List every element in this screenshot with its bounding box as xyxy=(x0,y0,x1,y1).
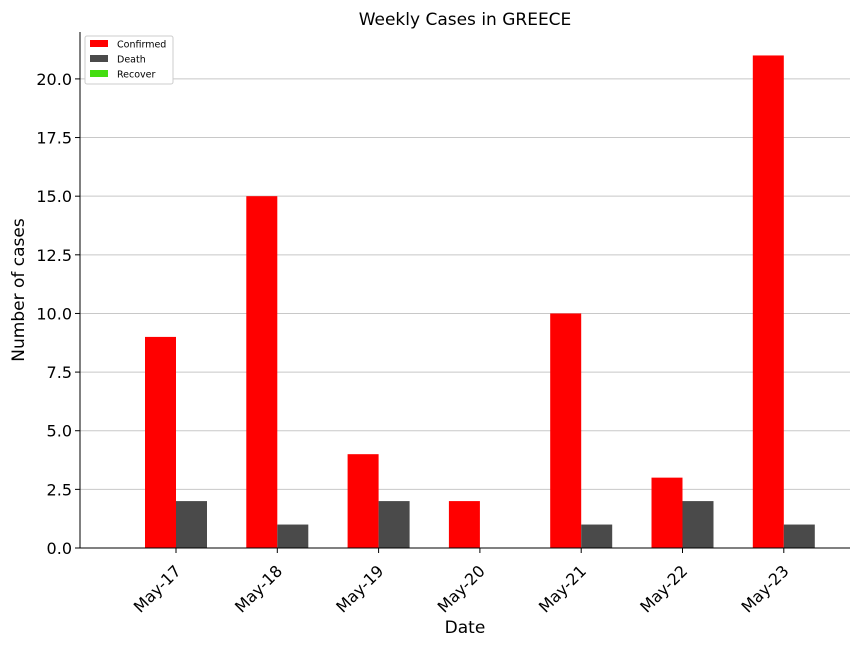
bar-confirmed-may-18 xyxy=(246,196,278,548)
y-axis-label: Number of cases xyxy=(9,218,29,362)
bar-confirmed-may-22 xyxy=(651,477,683,548)
x-tick-label: May-19 xyxy=(332,561,387,616)
legend-swatch-recover xyxy=(90,70,108,77)
legend-label-confirmed: Confirmed xyxy=(117,40,166,51)
y-tick-label: 0.0 xyxy=(47,539,72,558)
y-tick-label: 17.5 xyxy=(36,129,72,148)
y-tick-label: 12.5 xyxy=(36,246,72,265)
bar-confirmed-may-21 xyxy=(550,313,582,548)
y-tick-label: 10.0 xyxy=(36,304,72,323)
y-ticks: 0.0 2.5 5.0 7.5 10.0 12.5 15.0 17.5 20.0 xyxy=(36,70,80,558)
bars xyxy=(145,55,815,549)
bar-death-may-23 xyxy=(783,524,815,548)
bar-death-may-17 xyxy=(176,501,207,548)
grid-lines xyxy=(80,78,850,490)
x-tick-label: May-22 xyxy=(636,561,691,616)
bar-confirmed-may-19 xyxy=(347,454,379,548)
x-tick-label: May-18 xyxy=(231,561,286,616)
x-tick-label: May-23 xyxy=(738,561,793,616)
x-tick-label: May-21 xyxy=(535,561,590,616)
axes xyxy=(79,32,850,549)
bar-death-may-18 xyxy=(277,524,309,548)
bar-death-may-21 xyxy=(581,524,613,548)
x-tick-label: May-17 xyxy=(130,561,185,616)
legend-label-recover: Recover xyxy=(117,70,156,81)
legend-label-death: Death xyxy=(117,55,146,66)
y-tick-label: 20.0 xyxy=(36,70,72,89)
chart-title: Weekly Cases in GREECE xyxy=(359,10,572,30)
bar-confirmed-may-20 xyxy=(448,501,480,548)
y-tick-label: 15.0 xyxy=(36,187,72,206)
bar-death-may-19 xyxy=(378,501,410,548)
legend-swatch-death xyxy=(90,55,108,62)
legend: Confirmed Death Recover xyxy=(84,35,174,85)
legend-swatch-confirmed xyxy=(90,40,108,47)
y-tick-label: 2.5 xyxy=(47,480,72,499)
y-tick-label: 7.5 xyxy=(47,363,72,382)
x-tick-label: May-20 xyxy=(434,561,489,616)
bar-death-may-22 xyxy=(682,501,714,548)
x-axis-label: Date xyxy=(445,618,486,638)
x-ticks: May-17 May-18 May-19 May-20 May-21 May-22 May-… xyxy=(130,548,793,617)
bar-confirmed-may-23 xyxy=(752,55,784,549)
y-tick-label: 5.0 xyxy=(47,422,72,441)
bar-confirmed-may-17 xyxy=(145,336,176,548)
